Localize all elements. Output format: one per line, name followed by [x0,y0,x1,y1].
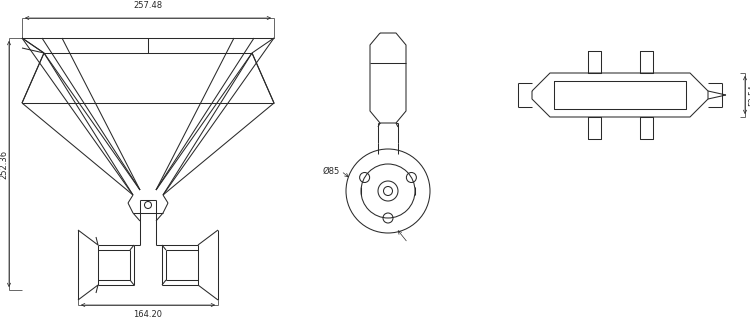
Text: 164.20: 164.20 [134,310,163,319]
Text: 52.54: 52.54 [748,84,750,106]
Text: Ø85: Ø85 [323,167,340,175]
Text: 257.48: 257.48 [134,1,163,10]
Text: 252.36: 252.36 [0,149,8,179]
